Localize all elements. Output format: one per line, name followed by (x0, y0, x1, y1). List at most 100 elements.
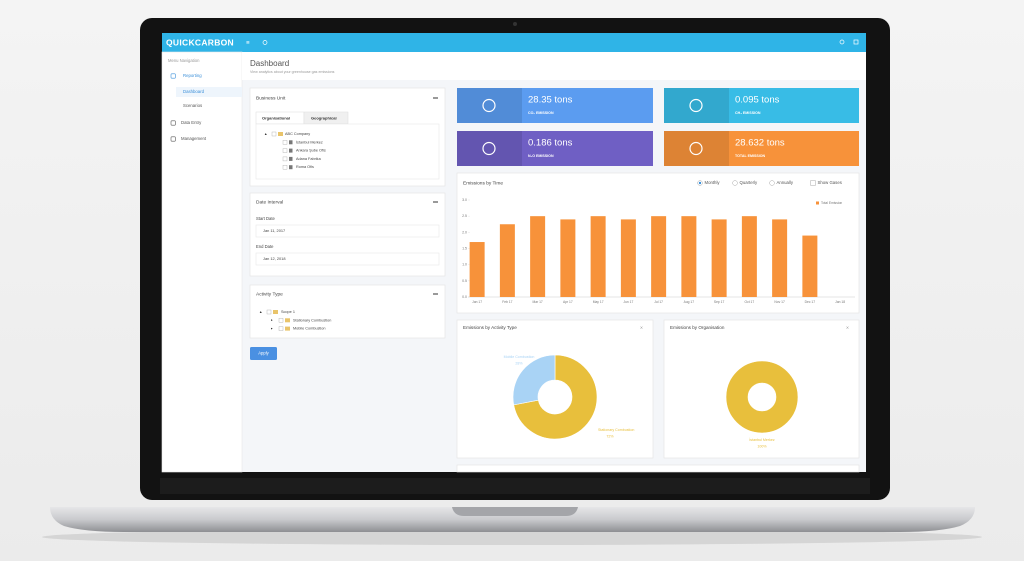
x-tick-label: Oct 17 (745, 300, 755, 304)
radio[interactable] (732, 180, 738, 186)
slice-value-label: 100% (757, 444, 767, 448)
sidebar-icon (170, 73, 176, 79)
x-tick-label: Jan 17 (472, 300, 482, 304)
tree-checkbox[interactable] (282, 164, 288, 170)
sidebar-item: Scenarios (183, 103, 202, 108)
folder-icon (285, 326, 290, 331)
building-icon (289, 148, 293, 153)
slice-value-label: 72% (606, 434, 614, 438)
tree-checkbox[interactable] (278, 318, 284, 323)
card-icon (689, 141, 703, 156)
card (457, 88, 653, 123)
tree-label: Scope 1 (281, 310, 295, 314)
start-date-input[interactable] (255, 224, 440, 238)
tree-checkbox[interactable] (282, 140, 288, 145)
x-tick-label: Jun 17 (623, 300, 633, 304)
tree-label: Adana Fabrika (296, 157, 322, 161)
y-tick-label: 2.0 (462, 230, 467, 234)
tree-toggle: ▸ (271, 327, 273, 331)
tree-label: ABC Company (285, 132, 310, 136)
control-label: Annually (777, 180, 794, 185)
building-icon (289, 156, 293, 161)
card (664, 88, 859, 123)
chart-title: Emissions by Time (463, 180, 503, 186)
control-label: Quarterly (740, 180, 759, 185)
close-icon[interactable]: × (846, 325, 849, 331)
card-icon (482, 98, 496, 113)
active-item-bg (176, 87, 242, 97)
panel-title: Activity Type (256, 291, 283, 297)
folder-icon (278, 132, 283, 136)
bar (620, 219, 636, 297)
y-tick-label: 1.5 (462, 246, 467, 250)
sidebar-item: Reporting (183, 73, 202, 78)
bar (530, 216, 546, 297)
panel-title: Business Unit (256, 95, 286, 101)
checkbox[interactable] (810, 180, 816, 186)
y-tick-label: 0.0 (462, 295, 467, 299)
sidebar-item: Data Entry (181, 120, 202, 125)
pie-slice (513, 354, 598, 440)
sidebar-heading: Menu Navigation (168, 58, 200, 63)
laptop-base (50, 507, 975, 532)
x-tick-label: Dec 17 (805, 300, 816, 304)
bar (560, 219, 576, 297)
y-tick-label: 3.0 (462, 198, 467, 202)
user-icon[interactable] (853, 39, 859, 45)
card-label: N₂O EMISSION (528, 154, 554, 158)
x-tick-label: Feb 17 (502, 300, 512, 304)
bar (711, 219, 727, 297)
field-label: End Date (256, 244, 274, 249)
card-label: CH₄ EMISSION (735, 111, 761, 115)
card-icon (482, 141, 496, 156)
close-icon[interactable]: × (640, 325, 643, 331)
menu-icon[interactable]: ≡ (246, 41, 250, 47)
sidebar (161, 51, 243, 473)
sidebar-icon (170, 136, 176, 142)
collapse-icon[interactable] (433, 293, 438, 295)
tree-label: İstanbul Merkez (296, 139, 323, 144)
control-label: Monthly (705, 180, 721, 185)
bar (802, 235, 818, 297)
tree-checkbox[interactable] (278, 326, 284, 331)
tree-checkbox[interactable] (282, 156, 288, 162)
tree-toggle: ▲ (264, 132, 267, 136)
slice-label: Stationary Combustion (598, 428, 634, 432)
tab-label: Geographical (311, 116, 337, 121)
x-tick-label: Apr 17 (563, 300, 573, 304)
field-value: Jan 12, 2018 (263, 256, 286, 261)
tree-checkbox[interactable] (266, 309, 272, 315)
tree-checkbox[interactable] (271, 131, 277, 137)
tree-checkbox[interactable] (282, 148, 288, 153)
bar (772, 219, 788, 297)
apply-button[interactable] (250, 347, 277, 360)
collapse-icon[interactable] (433, 97, 438, 99)
folder-icon (273, 310, 278, 314)
chart-title: Emissions by Organisation (670, 325, 725, 330)
card-value: 0.186 tons (528, 138, 573, 149)
end-date-input[interactable] (255, 252, 440, 266)
collapse-icon[interactable] (433, 201, 438, 203)
folder-icon (285, 318, 290, 323)
card-label: CO₂ EMISSION (528, 111, 554, 115)
x-tick-label: Aug 17 (684, 300, 695, 304)
legend-swatch (816, 201, 819, 205)
x-tick-label: Jan 18 (835, 300, 845, 304)
card-value: 0.095 tons (735, 95, 780, 106)
building-icon (289, 165, 293, 170)
bar (590, 216, 606, 297)
card (457, 131, 653, 166)
x-tick-label: Sep 17 (714, 300, 725, 304)
search-icon[interactable] (839, 39, 845, 45)
tree-label: Ankara Şube Ofis (296, 149, 326, 153)
x-tick-label: Jul 17 (654, 300, 663, 304)
home-icon[interactable] (262, 40, 268, 45)
radio[interactable] (769, 180, 775, 186)
card-icon-block (457, 131, 522, 166)
tree-box (255, 123, 440, 180)
camera (513, 22, 517, 26)
chart-title: Emissions by Activity Type (463, 325, 517, 330)
base-notch (452, 507, 578, 516)
